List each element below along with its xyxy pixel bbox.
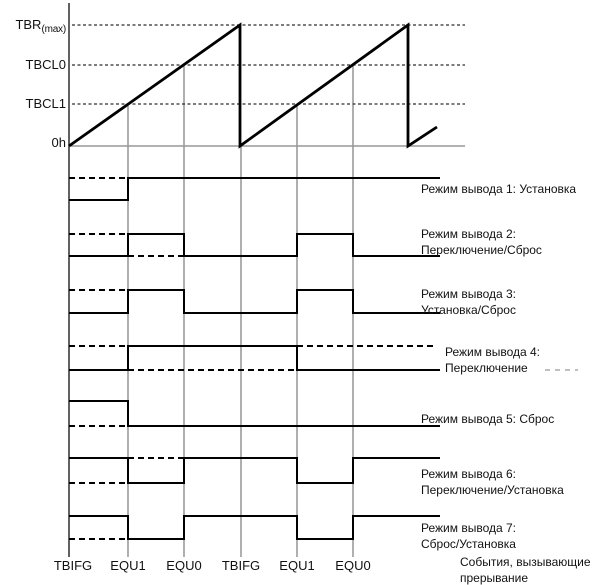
waveform-solid-mode-5 bbox=[69, 400, 440, 427]
event-label-equ1-1: EQU1 bbox=[110, 558, 146, 573]
mode-7-label-line2: Сброс/Установка bbox=[421, 537, 516, 551]
waveform-solid-mode-4 bbox=[69, 345, 440, 371]
axis-label-tbcl0: TBCL0 bbox=[25, 57, 66, 72]
tbr-max-subscript: (max) bbox=[41, 24, 66, 35]
mode-3-label-line1: Режим вывода 3: bbox=[421, 287, 516, 301]
waveform-solid-mode-6 bbox=[69, 457, 440, 484]
mode-4-label-line1: Режим вывода 4: bbox=[445, 345, 540, 359]
mode-6-label-line1: Режим вывода 6: bbox=[421, 467, 516, 481]
axis-label-tbcl1: TBCL1 bbox=[25, 96, 66, 111]
event-label-equ0-1: EQU0 bbox=[166, 558, 202, 573]
mode-4-label-line2: Переключение bbox=[445, 361, 528, 375]
axis-label-0h: 0h bbox=[51, 135, 66, 150]
interrupt-caption-line2: прерывание bbox=[460, 571, 529, 585]
event-label-equ1-2: EQU1 bbox=[279, 558, 315, 573]
mode-5-label: Режим вывода 5: Сброс bbox=[421, 412, 555, 426]
waveform-solid-mode-3 bbox=[69, 289, 440, 314]
mode-3-label-line2: Установка/Сброс bbox=[421, 303, 516, 317]
waveform-solid-mode-7 bbox=[69, 515, 440, 540]
mode-7-label-line1: Режим вывода 7: bbox=[421, 521, 516, 535]
event-label-equ0-2: EQU0 bbox=[335, 558, 371, 573]
mode-2-label-line2: Переключение/Сброс bbox=[421, 243, 542, 257]
mode-1-label: Режим вывода 1: Установка bbox=[421, 182, 577, 196]
interrupt-caption-line1: События, вызывающие bbox=[460, 555, 591, 569]
waveform-solid-mode-1 bbox=[69, 177, 440, 201]
axis-label-tbr-max: TBR(max) bbox=[15, 17, 66, 36]
mode-2-label-line1: Режим вывода 2: bbox=[421, 227, 516, 241]
mode-6-label-line2: Переключение/Установка bbox=[421, 483, 564, 497]
waveform-solid-mode-2 bbox=[69, 233, 440, 257]
event-label-tbifg-2: TBIFG bbox=[221, 558, 261, 573]
event-label-tbifg-1: TBIFG bbox=[53, 558, 93, 573]
counter-sawtooth bbox=[68, 22, 438, 149]
